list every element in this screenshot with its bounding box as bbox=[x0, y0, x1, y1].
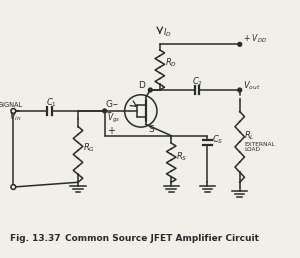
Text: $R_L$: $R_L$ bbox=[244, 129, 255, 142]
Text: G: G bbox=[106, 100, 112, 109]
Text: +: + bbox=[106, 126, 115, 136]
Text: $R_G$: $R_G$ bbox=[83, 141, 95, 154]
Text: $C_S$: $C_S$ bbox=[212, 133, 224, 146]
Text: $V_{in}$: $V_{in}$ bbox=[9, 110, 21, 123]
Circle shape bbox=[11, 109, 16, 113]
Text: $C_1$: $C_1$ bbox=[46, 96, 57, 109]
Text: Fig. 13.37: Fig. 13.37 bbox=[10, 234, 60, 243]
Circle shape bbox=[148, 88, 152, 92]
Text: $+\ V_{DD}$: $+\ V_{DD}$ bbox=[243, 33, 267, 45]
Circle shape bbox=[238, 42, 242, 46]
Text: $V_{gs}$: $V_{gs}$ bbox=[106, 112, 120, 125]
Text: $I_D$: $I_D$ bbox=[163, 27, 171, 39]
Text: EXTERNAL: EXTERNAL bbox=[244, 142, 275, 147]
Text: SIGNAL: SIGNAL bbox=[0, 102, 23, 108]
Circle shape bbox=[238, 88, 242, 92]
Circle shape bbox=[103, 109, 106, 113]
Text: LOAD: LOAD bbox=[244, 147, 260, 152]
Text: $R_D$: $R_D$ bbox=[165, 56, 177, 69]
Text: $C_2$: $C_2$ bbox=[192, 75, 203, 88]
Text: $V_{out}$: $V_{out}$ bbox=[243, 79, 260, 92]
Text: D: D bbox=[138, 81, 145, 90]
Circle shape bbox=[11, 185, 16, 189]
Text: –: – bbox=[106, 107, 111, 117]
Text: –: – bbox=[112, 99, 117, 109]
Text: S: S bbox=[148, 125, 154, 134]
Text: $R_S$: $R_S$ bbox=[176, 151, 188, 163]
Text: Common Source JFET Amplifier Circuit: Common Source JFET Amplifier Circuit bbox=[65, 234, 259, 243]
